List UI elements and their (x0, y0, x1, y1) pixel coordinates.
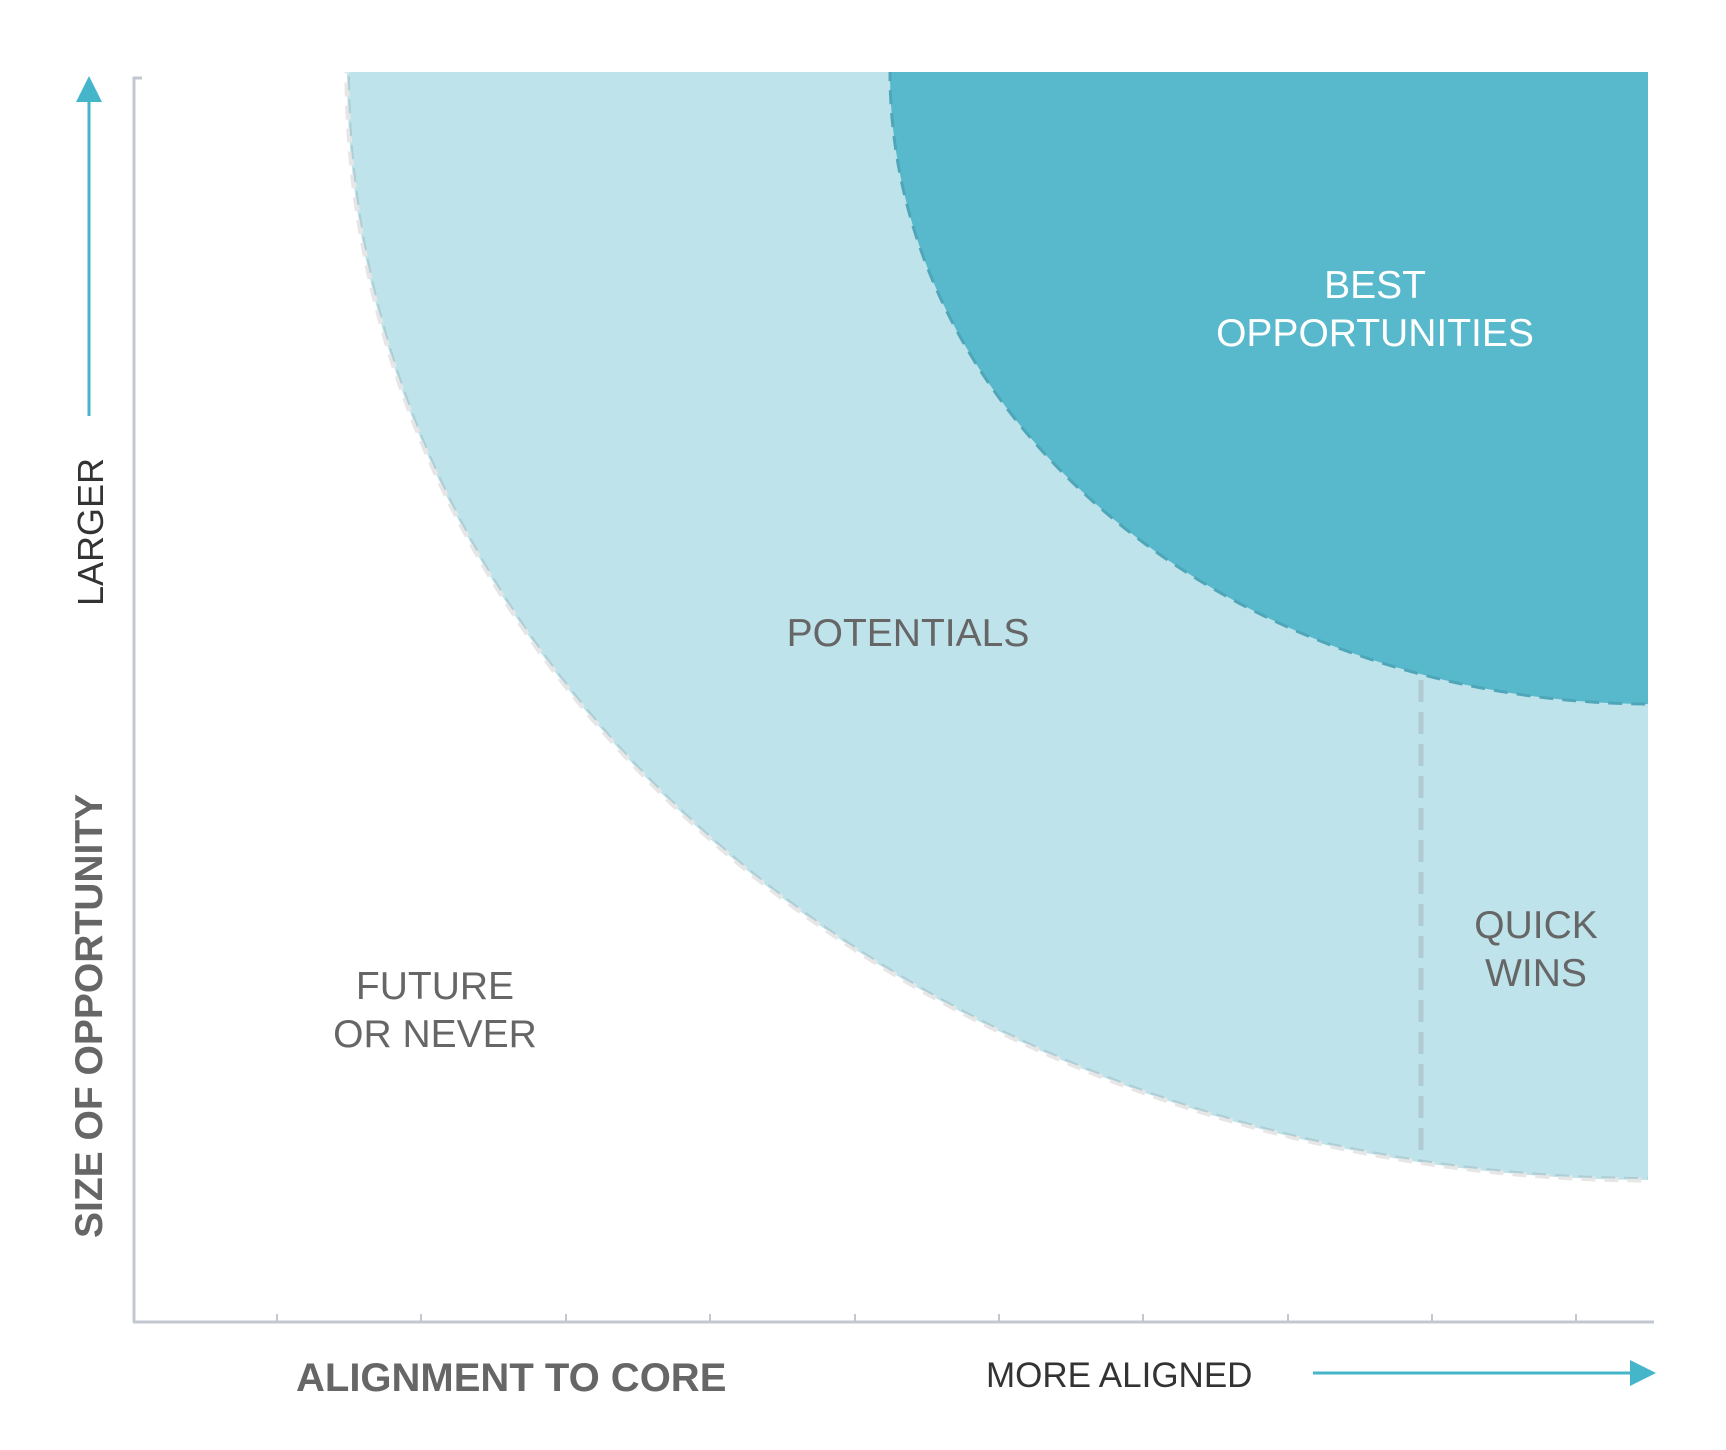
best-line2: OPPORTUNITIES (1216, 312, 1534, 355)
best-line1: BEST (1324, 264, 1426, 307)
potentials-label: POTENTIALS (758, 610, 1058, 658)
best-opportunities-label: BEST OPPORTUNITIES (1175, 262, 1575, 358)
future-line1: FUTURE (355, 965, 515, 1008)
x-direction-arrow-icon (1313, 1360, 1656, 1386)
potentials-line1: POTENTIALS (786, 612, 1030, 655)
future-line2: OR NEVER (333, 1013, 537, 1056)
quick-wins-line1: QUICK (1474, 904, 1598, 947)
x-axis-title: ALIGNMENT TO CORE (296, 1356, 727, 1400)
y-axis-line (132, 76, 142, 1322)
y-direction-arrow-icon (76, 76, 102, 416)
quick-wins-line2: WINS (1485, 952, 1587, 995)
x-axis-direction-hint: MORE ALIGNED (986, 1356, 1253, 1395)
x-axis-ticks (276, 1314, 1577, 1322)
y-axis-title: SIZE OF OPPORTUNITY (68, 793, 111, 1238)
quick-wins-label: QUICK WINS (1436, 902, 1636, 998)
y-axis-direction-hint: LARGER (70, 457, 111, 606)
future-or-never-label: FUTURE OR NEVER (300, 963, 570, 1059)
best-opportunities-zone (888, 72, 1648, 706)
